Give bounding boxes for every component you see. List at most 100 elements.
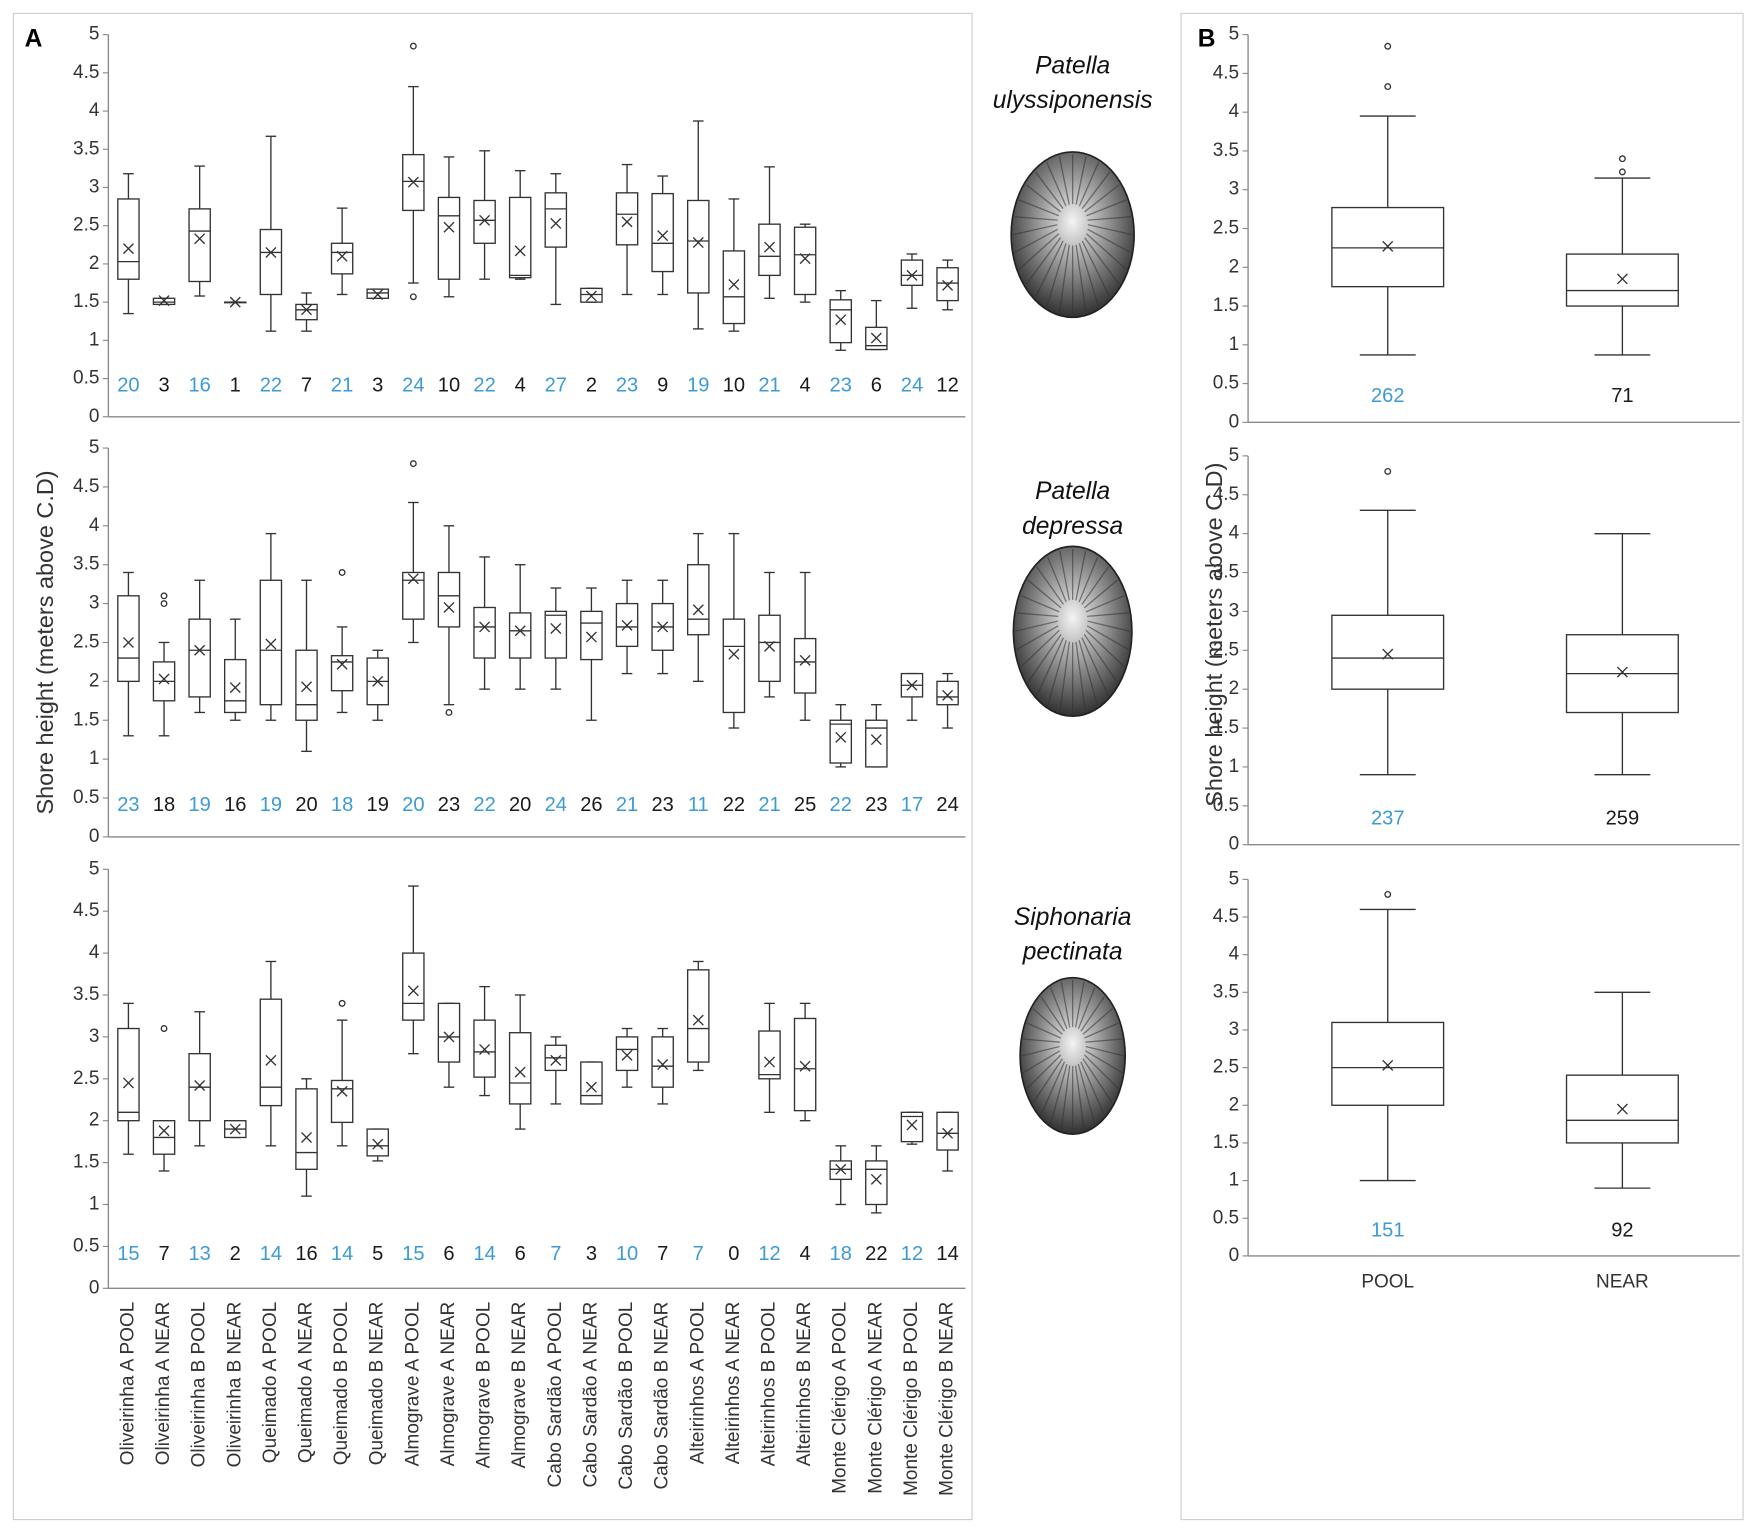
- count-label: 1: [230, 375, 241, 397]
- count-label: 20: [402, 794, 424, 816]
- y-tick-label: 2: [1229, 1094, 1240, 1115]
- mean-marker: [194, 233, 206, 245]
- shell-rib: [1020, 629, 1060, 668]
- mean-marker: [122, 636, 134, 648]
- shell-rib: [1058, 156, 1070, 205]
- count-label: 15: [117, 1243, 139, 1265]
- box: [295, 649, 318, 721]
- count-label: 10: [723, 375, 745, 397]
- shell-rib: [1040, 996, 1066, 1032]
- mean-marker: [301, 681, 313, 693]
- shell-rib: [1075, 244, 1087, 313]
- y-tick-label: 2.5: [1213, 218, 1239, 239]
- count-label: 18: [331, 794, 353, 816]
- mean-marker: [870, 332, 882, 344]
- mean-marker: [835, 731, 847, 743]
- mean-marker: [764, 640, 776, 652]
- box: [437, 571, 461, 628]
- count-label: 23: [117, 794, 139, 816]
- x-tick-label: Almograve B NEAR: [509, 1302, 530, 1469]
- mean-marker: [407, 176, 419, 188]
- mean-marker: [870, 1173, 882, 1185]
- y-tick-label: 2.5: [73, 215, 99, 236]
- count-label: 15: [402, 1243, 424, 1265]
- count-label: 24: [402, 375, 424, 397]
- count-label: 262: [1371, 385, 1405, 407]
- box: [829, 299, 853, 344]
- y-tick-label: 5: [89, 858, 100, 879]
- y-tick-label: 1: [89, 1194, 100, 1215]
- mean-marker: [799, 654, 811, 666]
- shell: [1012, 545, 1133, 718]
- shell-rib: [1081, 566, 1110, 605]
- shell-rib: [1058, 244, 1070, 313]
- box: [259, 998, 283, 1107]
- box: [508, 612, 532, 659]
- count-label: 20: [295, 794, 317, 816]
- shell-rib: [1084, 1054, 1120, 1090]
- count-label: 21: [758, 375, 780, 397]
- y-tick-label: 4: [89, 515, 100, 536]
- shell-rib: [1034, 171, 1064, 209]
- count-label: 22: [865, 1243, 887, 1265]
- mean-marker: [942, 279, 954, 291]
- count-label: 12: [936, 375, 958, 397]
- count-label: 22: [473, 375, 495, 397]
- box: [793, 226, 817, 296]
- box: [295, 1088, 318, 1170]
- mean-marker: [514, 625, 526, 637]
- count-label: 22: [260, 375, 282, 397]
- box: [402, 571, 425, 620]
- y-tick-label: 3.5: [1213, 562, 1239, 583]
- mean-marker: [407, 573, 419, 585]
- mean-marker: [728, 648, 740, 660]
- box: [330, 1079, 354, 1124]
- shell-rib: [1087, 216, 1131, 221]
- mean-marker: [229, 682, 241, 694]
- outlier: [160, 1025, 168, 1032]
- shell-rib: [1087, 620, 1131, 632]
- shell-rib: [1074, 1065, 1085, 1130]
- y-tick-label: 0: [1229, 411, 1240, 432]
- mean-marker: [194, 1080, 206, 1092]
- shell-rib: [1085, 594, 1125, 613]
- box: [758, 614, 781, 683]
- count-label: 27: [545, 375, 567, 397]
- x-tick-label: Monte Clérigo A POOL: [830, 1302, 851, 1494]
- shell-rib: [1085, 1038, 1123, 1043]
- mean-marker: [372, 675, 384, 687]
- box: [651, 1036, 674, 1088]
- mean-marker: [194, 644, 206, 656]
- x-tick-label: NEAR: [1596, 1272, 1649, 1293]
- mean-marker: [692, 604, 704, 616]
- y-tick-label: 2: [89, 1110, 100, 1131]
- shell-rib: [1015, 620, 1059, 632]
- count-label: 259: [1606, 807, 1640, 829]
- count-label: 26: [580, 794, 602, 816]
- shell-rib: [1084, 1022, 1119, 1039]
- count-label: 18: [153, 794, 175, 816]
- outlier: [338, 999, 346, 1007]
- count-label: 92: [1611, 1219, 1633, 1241]
- box: [758, 1030, 781, 1080]
- y-tick-label: 1.5: [1213, 295, 1239, 316]
- shell-rib: [1032, 1008, 1063, 1035]
- count-label: 22: [723, 794, 745, 816]
- box: [793, 637, 817, 694]
- count-label: 14: [936, 1243, 958, 1265]
- outlier: [160, 600, 168, 608]
- x-tick-label: Oliveirinha B POOL: [189, 1302, 210, 1468]
- y-tick-label: 2.5: [73, 631, 99, 652]
- count-label: 6: [443, 1243, 454, 1265]
- mean-marker: [835, 1163, 847, 1175]
- shell-rib: [1077, 987, 1096, 1030]
- y-tick-label: 1.5: [1213, 1132, 1239, 1153]
- shell-rib: [1078, 162, 1100, 207]
- shell-rib: [1075, 641, 1087, 712]
- mean-marker: [514, 1066, 526, 1078]
- mean-marker: [265, 246, 277, 258]
- mean-marker: [621, 216, 633, 228]
- count-label: 9: [657, 375, 668, 397]
- box: [117, 1027, 140, 1122]
- mean-marker: [336, 250, 348, 262]
